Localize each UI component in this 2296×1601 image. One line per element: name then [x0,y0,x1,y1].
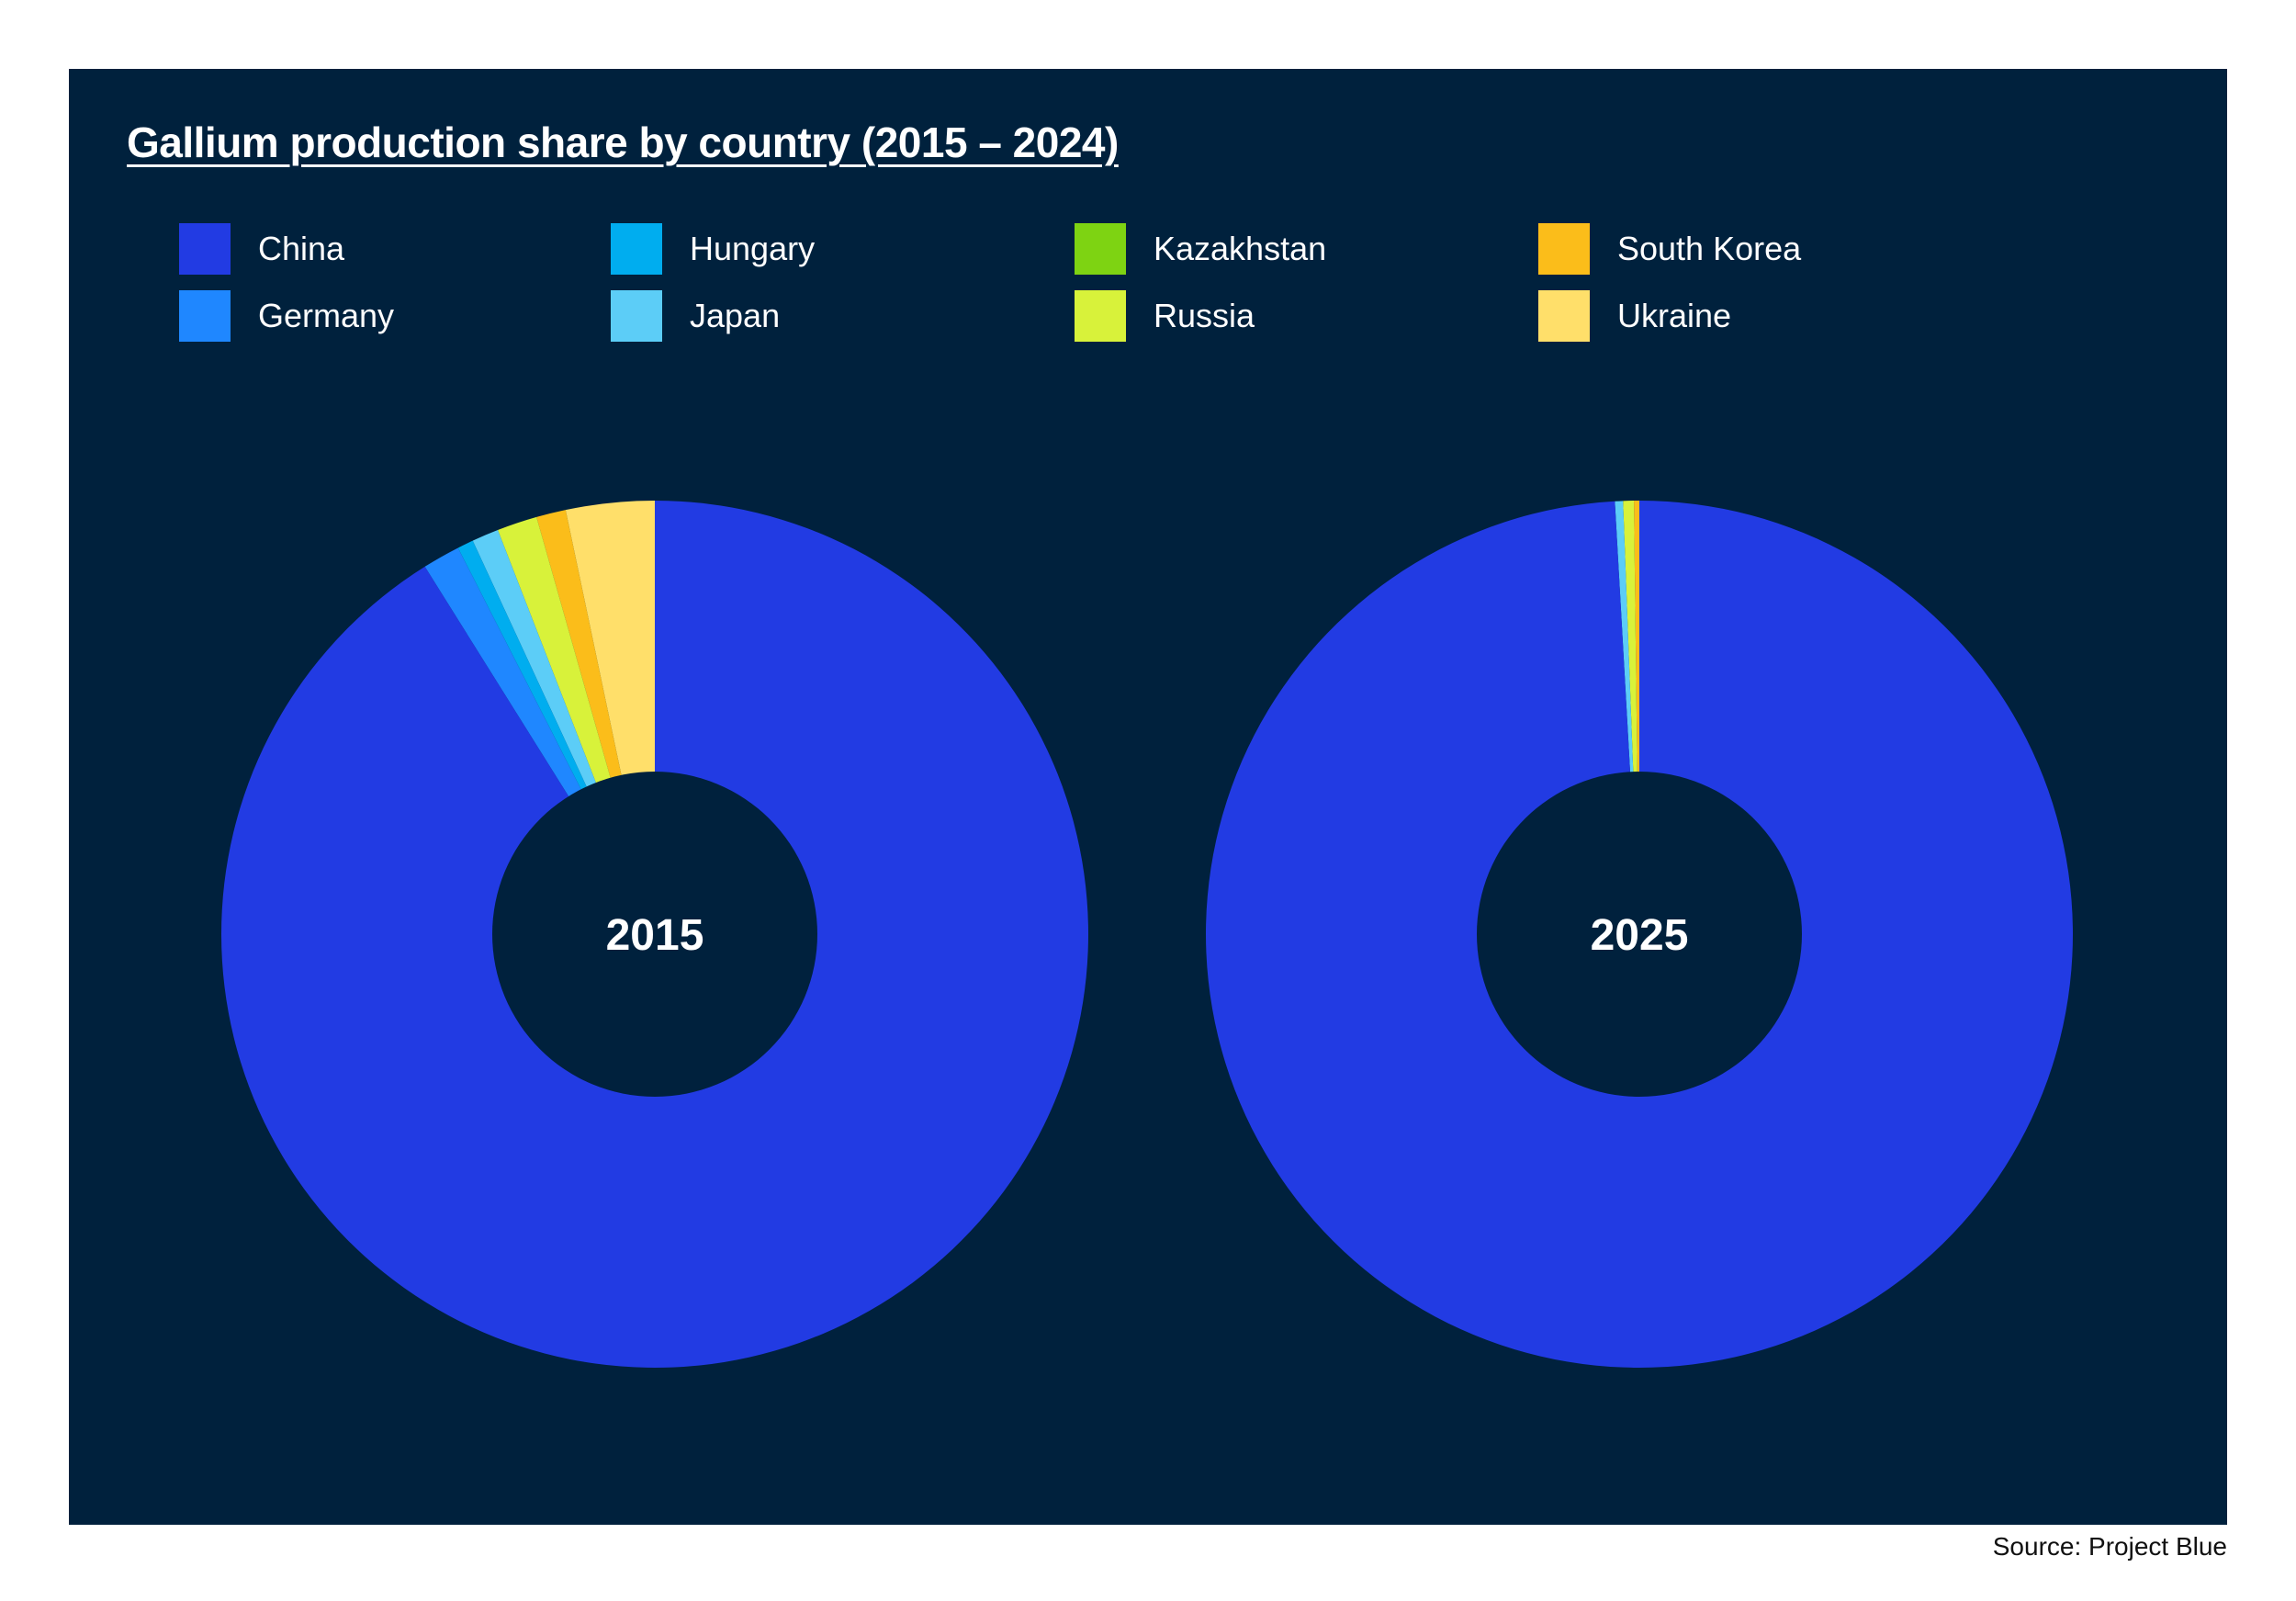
legend-swatch-hungary [611,223,662,275]
legend: China Germany Hungary Japan Kazakhstan Russia… [179,223,1924,343]
legend-item-south-korea: South Korea [1538,223,1801,275]
center-label-2025: 2025 [1591,911,1689,960]
legend-item-germany: Germany [179,290,394,342]
legend-swatch-ukraine [1538,290,1590,342]
donut-hole-2025 [1477,772,1802,1097]
legend-item-hungary: Hungary [611,223,815,275]
donut-chart-2025: 2025 [1205,501,2073,1368]
legend-label-russia: Russia [1154,297,1255,334]
legend-item-china: China [179,223,344,275]
legend-label-germany: Germany [258,297,395,334]
legend-swatch-japan [611,290,662,342]
legend-item-ukraine: Ukraine [1538,290,1731,342]
legend-label-japan: Japan [690,297,781,334]
center-label-2015: 2015 [606,911,704,960]
legend-item-kazakhstan: Kazakhstan [1075,223,1326,275]
source-note: Source: Project Blue [1992,1532,2227,1561]
legend-label-ukraine: Ukraine [1617,297,1732,334]
donut-hole-2015 [492,772,817,1097]
legend-swatch-south-korea [1538,223,1590,275]
legend-label-kazakhstan: Kazakhstan [1154,230,1327,267]
legend-swatch-russia [1075,290,1126,342]
legend-label-hungary: Hungary [690,230,816,267]
legend-swatch-kazakhstan [1075,223,1126,275]
chart-title: Gallium production share by country (201… [127,118,1119,166]
legend-swatch-germany [179,290,231,342]
legend-item-japan: Japan [611,290,780,342]
donut-chart-2015: 2015 [220,501,1088,1369]
legend-label-china: China [258,230,345,267]
legend-swatch-china [179,223,231,275]
legend-label-south-korea: South Korea [1617,230,1802,267]
legend-item-russia: Russia [1075,290,1255,342]
